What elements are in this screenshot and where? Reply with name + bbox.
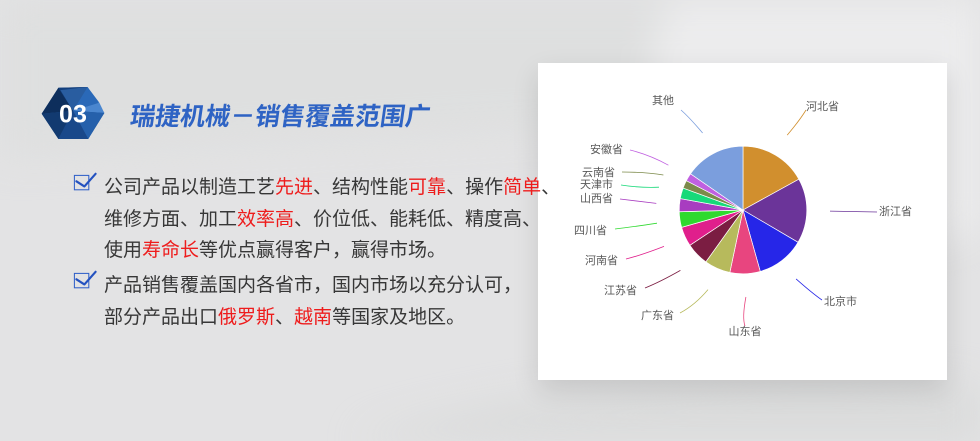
svg-text:安徽省: 安徽省: [590, 142, 623, 156]
svg-text:云南省: 云南省: [582, 166, 615, 179]
svg-text:山东省: 山东省: [729, 325, 762, 338]
svg-text:四川省: 四川省: [574, 224, 607, 237]
svg-text:北京市: 北京市: [824, 294, 857, 308]
svg-text:江苏省: 江苏省: [604, 284, 637, 297]
svg-text:广东省: 广东省: [641, 309, 674, 322]
svg-text:浙江省: 浙江省: [879, 205, 912, 218]
svg-text:其他: 其他: [652, 94, 674, 107]
svg-text:河北省: 河北省: [806, 100, 839, 113]
svg-text:天津市: 天津市: [580, 177, 613, 191]
svg-text:山西省: 山西省: [580, 192, 613, 205]
svg-text:河南省: 河南省: [585, 254, 618, 267]
